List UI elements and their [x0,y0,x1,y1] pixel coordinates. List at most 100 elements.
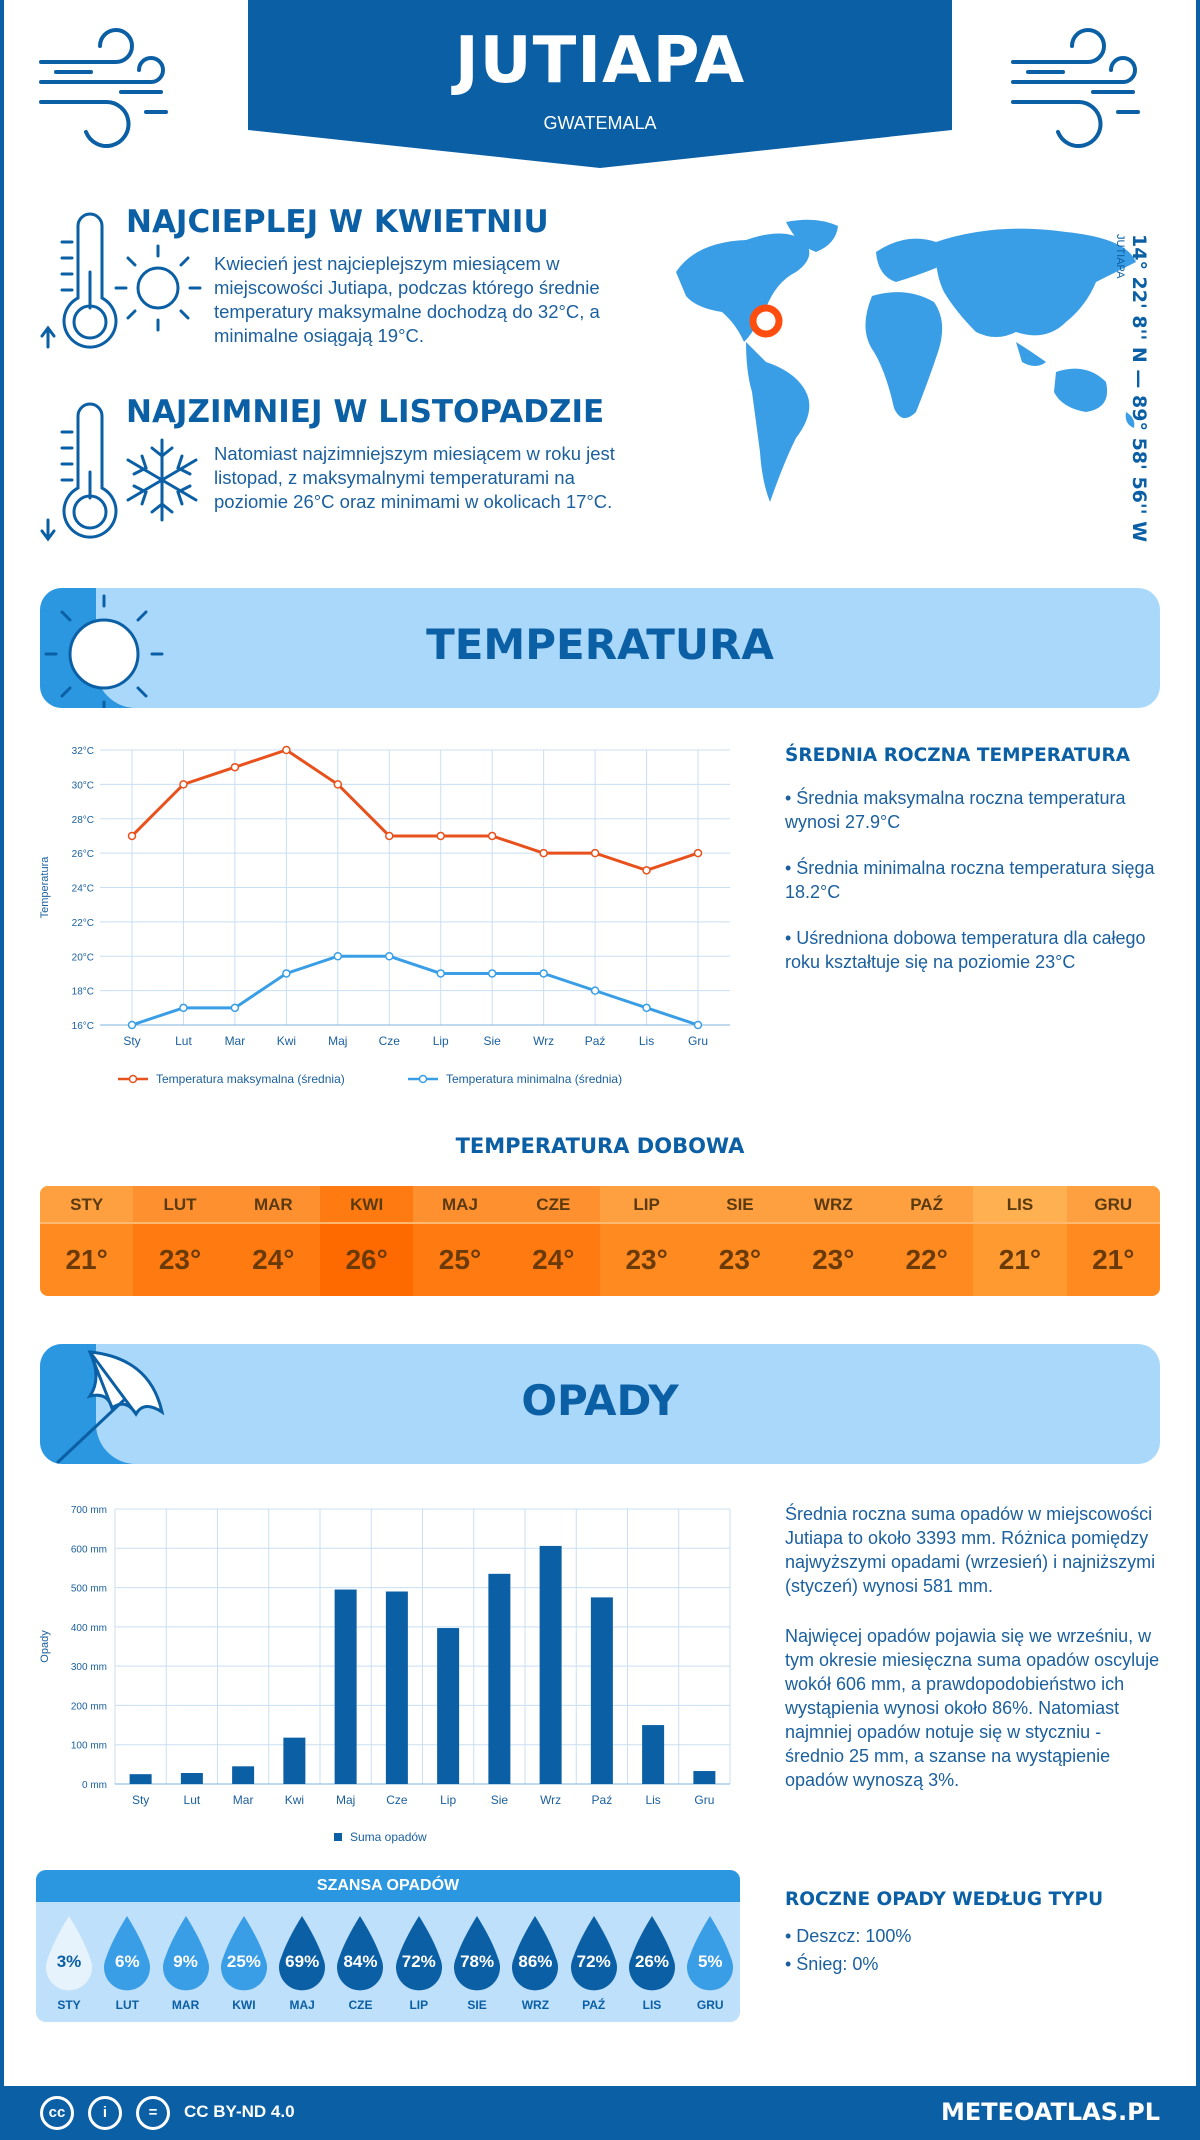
precipitation-section-title: OPADY [521,1376,679,1425]
raindrop-shape [220,1916,267,1991]
raindrop-shape [395,1916,442,1991]
daily-month-label: PAŹ [879,1186,974,1224]
hottest-fact: NAJCIEPLEJ W KWIETNIU Kwiecień jest najc… [34,204,654,364]
daily-temp-value: 25° [438,1244,482,1275]
raindrop-icon [512,1916,559,1991]
data-point [693,1020,703,1030]
cc-icon: cc [40,2096,74,2130]
daily-temp-value: 24° [252,1244,295,1275]
chance-drop: 3% STY [40,1914,98,2014]
temperature-summary: ŚREDNIA ROCZNA TEMPERATURA • Średnia mak… [785,744,1165,996]
data-point [693,848,703,858]
umbrella-rain-icon [56,1350,165,1464]
daily-temp-column: LUT 23° [133,1186,227,1296]
daily-temp-column: SIE 23° [693,1186,787,1296]
chance-drop: 72% LIP [390,1914,448,2014]
precipitation-bar [642,1725,665,1784]
raindrop-icon [628,1916,675,1991]
daily-temp-column: MAR 24° [226,1186,320,1296]
chance-month: KWI [232,1998,256,2012]
precipitation-bar [283,1737,306,1784]
chance-month: MAR [171,1998,200,2012]
y-axis-label: Opady [39,1630,51,1663]
data-point [179,780,188,789]
chance-percent: 69% [285,1952,320,1971]
daily-temp-value: 22° [905,1244,948,1275]
y-tick-label: 700 mm [71,1505,107,1516]
raindrop-shape [628,1916,675,1991]
y-tick-label: 18°C [72,987,94,998]
precipitation-bar [180,1773,203,1784]
daily-temp-value: 26° [345,1244,388,1275]
temperature-banner: TEMPERATURA [40,588,1160,708]
data-point [282,969,291,978]
coordinates-label: 14° 22' 8'' N — 89° 58' 56'' W JUTIAPA [1114,234,1150,542]
x-tick-label: Lut [175,1034,192,1048]
daily-temp-value: 23° [718,1244,762,1275]
y-tick-label: 20°C [72,952,94,963]
y-tick-label: 0 mm [82,1780,107,1791]
chance-drop: 26% LIS [623,1914,681,2014]
chance-percent: 25% [226,1952,261,1971]
x-tick-label: Lis [645,1793,660,1807]
x-tick-label: Cze [379,1034,401,1048]
x-tick-label: Mar [233,1793,254,1807]
y-tick-label: 300 mm [71,1662,107,1673]
legend-marker [418,1074,428,1084]
precipitation-bar [539,1545,562,1784]
data-point [333,952,343,961]
precip-type-snow: • Śnieg: 0% [785,1954,879,1974]
chance-percent: 78% [460,1952,495,1971]
chance-month: GRU [696,1998,724,2012]
location-marker [749,304,783,338]
raindrop-icon [454,1916,501,1991]
chance-month: PAŹ [582,1998,606,2012]
daily-month-label: LIP [599,1186,694,1224]
wind-icon-right [1011,28,1140,148]
x-tick-label: Gru [688,1034,708,1048]
data-point [385,952,394,961]
daily-temp-column: KWI 26° [319,1186,414,1296]
world-map [676,219,1136,502]
y-tick-label: 16°C [72,1021,94,1032]
y-tick-label: 100 mm [71,1741,107,1752]
daily-temp-value: 21° [998,1244,1042,1275]
daily-temperature-strip: STY 21° LUT 23° MAR 24° KWI 26° MAJ 25° CZE 24° LIP 2… [40,1186,1160,1296]
x-tick-label: Kwi [285,1793,304,1807]
footer: cc i = CC BY-ND 4.0 METEOATLAS.PL [0,2086,1200,2140]
chance-drop: 69% MAJ [273,1914,331,2014]
chance-percent: 86% [518,1952,553,1971]
daily-month-label: CZE [506,1186,600,1224]
y-tick-label: 26°C [72,849,94,860]
raindrop-shape [104,1916,151,1991]
chance-month: MAJ [289,1998,315,2012]
raindrop-shape [337,1916,384,1991]
chance-drop: 5% GRU [681,1914,739,2014]
data-point [230,1003,240,1013]
precip-type-rain: • Deszcz: 100% [785,1926,912,1946]
chance-month: STY [57,1998,81,2012]
data-point [487,969,497,978]
precipitation-bar [590,1597,613,1784]
y-tick-label: 22°C [72,918,94,929]
summary-bullet: • Średnia maksymalna roczna temperatura … [785,788,1126,832]
chance-percent: 72% [401,1952,436,1971]
x-tick-label: Sty [123,1034,140,1048]
x-tick-label: Paź [592,1793,613,1807]
raindrop-shape [512,1916,559,1991]
chance-drop: 86% WRZ [506,1914,564,2014]
y-tick-label: 30°C [72,780,94,791]
site-link[interactable]: METEOATLAS.PL [940,2098,1160,2126]
raindrop-icon [395,1916,442,1991]
chance-percent: 84% [343,1952,378,1971]
daily-month-label: LIS [973,1186,1067,1224]
precipitation-chart: 0 mm 100 mm 200 mm 300 mm 400 mm 500 mm 600 mm… [39,1505,731,1844]
header-banner: JUTIAPA GWATEMALA [248,0,952,170]
y-tick-label: 200 mm [71,1701,107,1712]
raindrop-icon [687,1916,734,1991]
daily-temp-column: PAŹ 22° [879,1186,974,1296]
thermometer-sun-icon [40,212,202,349]
daily-temp-column: MAJ 25° [413,1186,507,1296]
precipitation-bar [437,1628,460,1784]
daily-month-label: WRZ [786,1186,880,1224]
